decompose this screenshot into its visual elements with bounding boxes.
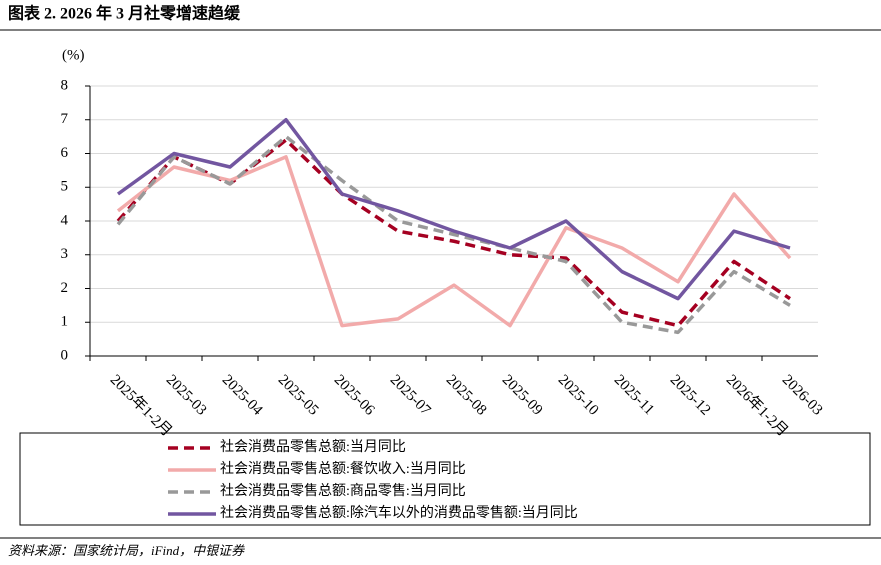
y-tick-label: 8 — [61, 77, 69, 93]
legend-label: 社会消费品零售总额:除汽车以外的消费品零售额:当月同比 — [220, 504, 578, 521]
x-tick-label: 2025-09 — [499, 372, 546, 419]
legend-box — [19, 432, 871, 526]
x-tick-label: 2025-07 — [387, 372, 434, 419]
series-line — [116, 155, 792, 328]
x-tick-label: 2025-08 — [443, 372, 490, 419]
x-tick-label: 2025-05 — [275, 372, 322, 419]
y-tick-label: 0 — [61, 347, 69, 363]
legend-label: 社会消费品零售总额:当月同比 — [220, 439, 406, 455]
y-tick-label: 4 — [61, 212, 69, 228]
y-tick-label: 2 — [61, 280, 69, 296]
y-tick-label: 1 — [61, 314, 69, 330]
y-tick-label: 3 — [61, 246, 69, 262]
series-line — [116, 118, 791, 301]
chart-title: 图表 2. 2026 年 3 月社零增速趋缓 — [8, 4, 241, 23]
y-axis-label: (%) — [62, 47, 85, 63]
x-tick-label: 2025-11 — [611, 372, 657, 418]
x-tick-label: 2025-12 — [667, 372, 714, 419]
source: 资料来源：国家统计局，iFind，中银证券 — [8, 543, 245, 558]
legend-label: 社会消费品零售总额:餐饮收入:当月同比 — [220, 461, 466, 477]
x-tick-label: 2025-03 — [163, 372, 210, 419]
y-tick-label: 7 — [61, 111, 69, 127]
x-tick-label: 2025-10 — [555, 372, 602, 419]
x-tick-label: 2026-03 — [779, 372, 826, 419]
x-tick-label: 2025-04 — [219, 372, 266, 419]
series-line — [116, 134, 791, 335]
x-tick-label: 2025-06 — [331, 372, 378, 419]
y-tick-label: 5 — [61, 179, 69, 195]
y-tick-label: 6 — [61, 145, 69, 161]
legend-label: 社会消费品零售总额:商品零售:当月同比 — [220, 483, 466, 499]
